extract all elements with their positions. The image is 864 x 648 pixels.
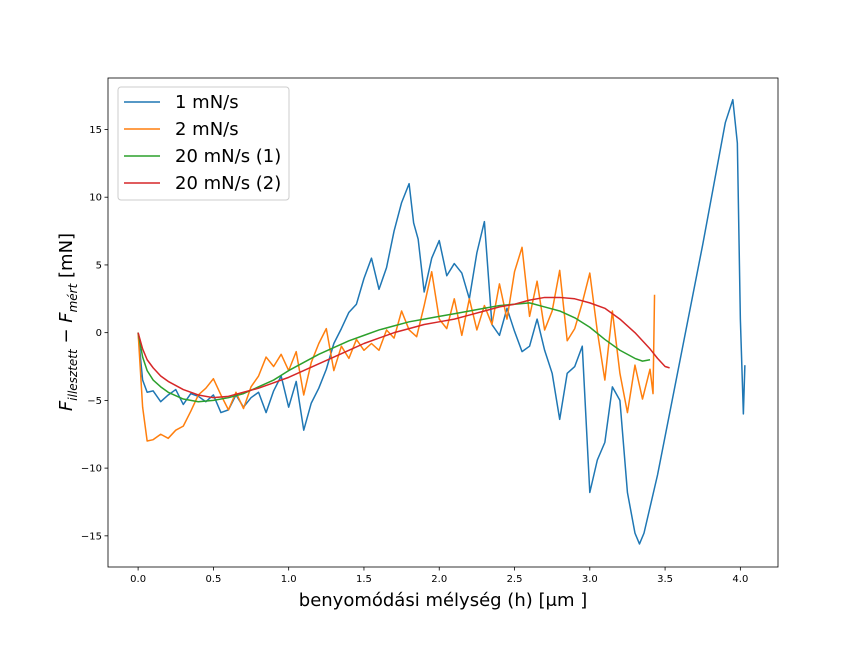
y-tick-label: 10: [89, 193, 102, 204]
y-axis-label-f1: F: [56, 400, 77, 411]
series-group: [137, 98, 746, 545]
plot-area: [107, 77, 779, 568]
y-tick-label: −5: [87, 396, 102, 407]
y-tick-label: −15: [81, 531, 102, 542]
y-axis-label-sub1: illesztett: [66, 348, 80, 401]
legend-label-3: 20 mN/s (1): [175, 146, 281, 167]
x-tick-label: 1.5: [356, 574, 372, 585]
y-axis-label-f2: F: [56, 312, 77, 323]
x-tick-label: 0.0: [130, 574, 146, 585]
y-tick-label: −10: [81, 464, 102, 475]
x-axis-label: benyomódási mélység (h) [μm ]: [299, 590, 587, 611]
x-tick-label: 3.0: [582, 574, 598, 585]
y-tick-label: 5: [96, 260, 102, 271]
x-tick-label: 4.0: [732, 574, 748, 585]
series-line-4: [137, 296, 670, 399]
plot-frame: [107, 77, 779, 568]
x-tick-label: 3.5: [657, 574, 673, 585]
y-axis-label: Fillesztett − Fmért [mN]: [56, 233, 80, 411]
y-tick-label: 0: [96, 328, 102, 339]
y-axis-ticks: −15 −10 −5 0 5 10 15: [81, 125, 108, 542]
x-tick-label: 2.5: [507, 574, 523, 585]
x-tick-label: 0.5: [205, 574, 221, 585]
legend-label-2: 2 mN/s: [175, 119, 239, 140]
series-line-3: [137, 302, 651, 403]
legend: 1 mN/s 2 mN/s 20 mN/s (1) 20 mN/s (2): [117, 86, 290, 201]
y-axis-label-unit: [mN]: [56, 233, 77, 284]
legend-label-4: 20 mN/s (2): [175, 173, 281, 194]
y-axis-label-sub2: mért: [66, 282, 80, 312]
x-tick-label: 2.0: [431, 574, 447, 585]
x-tick-label: 1.0: [281, 574, 297, 585]
y-tick-label: 15: [89, 125, 102, 136]
y-axis-label-minus: −: [56, 323, 77, 350]
legend-label-1: 1 mN/s: [175, 92, 239, 113]
x-axis-ticks: 0.0 0.5 1.0 1.5 2.0 2.5 3.0 3.5 4.0: [130, 567, 748, 585]
legend-box: [117, 86, 290, 201]
